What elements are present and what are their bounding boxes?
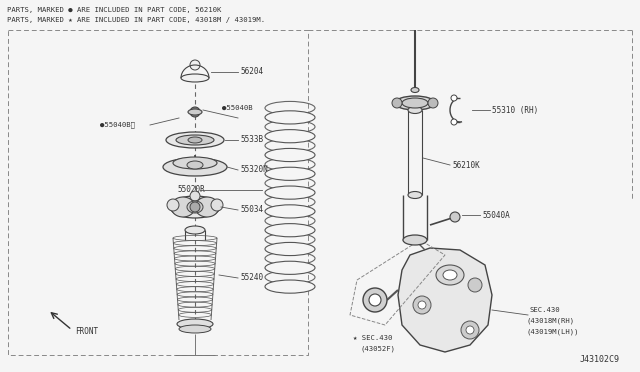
Circle shape bbox=[451, 119, 457, 125]
Circle shape bbox=[428, 98, 438, 108]
Ellipse shape bbox=[188, 137, 202, 143]
Text: J43102C9: J43102C9 bbox=[580, 356, 620, 365]
Text: (43018M(RH): (43018M(RH) bbox=[527, 318, 575, 324]
Ellipse shape bbox=[436, 265, 464, 285]
Circle shape bbox=[211, 199, 223, 211]
Ellipse shape bbox=[403, 235, 427, 245]
Ellipse shape bbox=[265, 148, 315, 161]
Circle shape bbox=[461, 321, 479, 339]
Circle shape bbox=[392, 98, 402, 108]
Ellipse shape bbox=[171, 197, 195, 217]
Ellipse shape bbox=[265, 129, 315, 143]
Text: SEC.430: SEC.430 bbox=[530, 307, 561, 313]
Text: (43052F): (43052F) bbox=[360, 346, 395, 352]
Ellipse shape bbox=[181, 74, 209, 82]
Text: ●55040B: ●55040B bbox=[222, 105, 253, 111]
Ellipse shape bbox=[176, 135, 214, 145]
Ellipse shape bbox=[265, 186, 315, 199]
Text: 55320N: 55320N bbox=[240, 166, 268, 174]
Ellipse shape bbox=[188, 109, 202, 115]
Circle shape bbox=[418, 301, 426, 309]
Ellipse shape bbox=[179, 325, 211, 333]
Text: 55040A: 55040A bbox=[482, 211, 509, 219]
Ellipse shape bbox=[265, 111, 315, 124]
Text: 55034: 55034 bbox=[240, 205, 263, 215]
Circle shape bbox=[190, 60, 200, 70]
Ellipse shape bbox=[265, 167, 315, 180]
Ellipse shape bbox=[195, 197, 219, 217]
Text: PARTS, MARKED ● ARE INCLUDED IN PART CODE, 56210K: PARTS, MARKED ● ARE INCLUDED IN PART COD… bbox=[7, 7, 221, 13]
Text: 55020R: 55020R bbox=[177, 186, 205, 195]
Circle shape bbox=[468, 278, 482, 292]
Ellipse shape bbox=[163, 158, 227, 176]
Ellipse shape bbox=[187, 201, 203, 213]
Text: 56210K: 56210K bbox=[452, 160, 480, 170]
Text: ★ SEC.430: ★ SEC.430 bbox=[353, 335, 392, 341]
Circle shape bbox=[413, 296, 431, 314]
Ellipse shape bbox=[265, 243, 315, 256]
Ellipse shape bbox=[443, 270, 457, 280]
Circle shape bbox=[369, 294, 381, 306]
Ellipse shape bbox=[177, 319, 213, 329]
Ellipse shape bbox=[187, 161, 203, 169]
Text: 56204: 56204 bbox=[240, 67, 263, 77]
Ellipse shape bbox=[265, 261, 315, 275]
Text: 5533B: 5533B bbox=[240, 135, 263, 144]
Circle shape bbox=[190, 191, 200, 201]
Ellipse shape bbox=[408, 192, 422, 199]
Text: 55240: 55240 bbox=[240, 273, 263, 282]
Ellipse shape bbox=[265, 224, 315, 237]
Ellipse shape bbox=[408, 106, 422, 113]
Ellipse shape bbox=[185, 226, 205, 234]
Text: PARTS, MARKED ★ ARE INCLUDED IN PART CODE, 43018M / 43019M.: PARTS, MARKED ★ ARE INCLUDED IN PART COD… bbox=[7, 17, 265, 23]
Ellipse shape bbox=[402, 98, 428, 108]
Circle shape bbox=[167, 199, 179, 211]
Circle shape bbox=[451, 95, 457, 101]
Polygon shape bbox=[398, 248, 492, 352]
Ellipse shape bbox=[166, 132, 224, 148]
Circle shape bbox=[363, 288, 387, 312]
Ellipse shape bbox=[265, 205, 315, 218]
Text: 55310 (RH): 55310 (RH) bbox=[492, 106, 538, 115]
Circle shape bbox=[450, 212, 460, 222]
Circle shape bbox=[190, 107, 200, 117]
Ellipse shape bbox=[265, 280, 315, 293]
Circle shape bbox=[190, 202, 200, 212]
Ellipse shape bbox=[173, 157, 217, 169]
Text: ●55040Bᴀ: ●55040Bᴀ bbox=[100, 122, 135, 128]
Text: (43019M(LH)): (43019M(LH)) bbox=[526, 329, 579, 335]
Ellipse shape bbox=[395, 96, 435, 110]
Ellipse shape bbox=[170, 196, 220, 218]
Circle shape bbox=[466, 326, 474, 334]
Text: FRONT: FRONT bbox=[75, 327, 98, 337]
Ellipse shape bbox=[411, 87, 419, 93]
